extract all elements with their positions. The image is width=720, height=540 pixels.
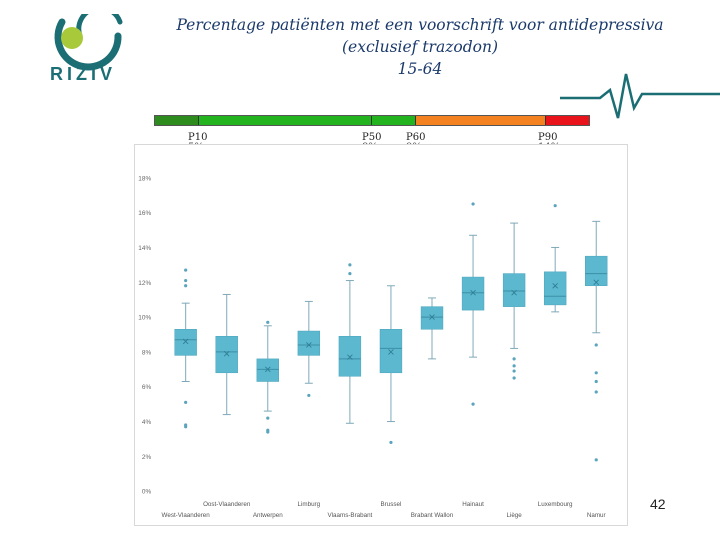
outlier-point — [594, 458, 598, 462]
box-iqr — [256, 358, 279, 382]
x-category-label: West-Vlaanderen — [162, 512, 211, 519]
mean-marker — [552, 282, 558, 289]
mean-marker — [429, 314, 435, 320]
mean-marker — [264, 366, 271, 373]
outlier-point — [512, 369, 516, 373]
x-category-label: Hainaut — [462, 501, 484, 508]
outlier-point — [266, 416, 270, 420]
x-category-label: Brussel — [381, 501, 402, 508]
y-tick-label: 18% — [138, 175, 151, 182]
box-iqr — [502, 273, 526, 307]
outlier-point — [471, 402, 475, 406]
outlier-point — [594, 379, 598, 384]
title-line-1: Percentage patiënten met een voorschrift… — [176, 16, 664, 34]
outlier-point — [266, 320, 270, 324]
box-iqr — [297, 330, 321, 356]
page-title: Percentage patiënten met een voorschrift… — [140, 14, 700, 80]
mean-marker — [593, 279, 600, 286]
percentile-marker-label: P50 — [362, 132, 382, 143]
outlier-point — [307, 393, 311, 398]
percentile-marker-label: P90 — [538, 132, 558, 143]
outlier-point — [348, 263, 352, 267]
percentile-segment — [415, 116, 546, 125]
y-tick-label: 2% — [142, 454, 152, 461]
x-category-label: Namur — [587, 512, 606, 519]
outlier-point — [266, 430, 270, 434]
y-tick-label: 10% — [138, 315, 151, 322]
title-line-3: 15-64 — [397, 60, 443, 78]
y-tick-label: 8% — [142, 349, 152, 356]
outlier-point — [512, 364, 516, 368]
box-iqr — [543, 271, 567, 306]
outlier-point — [512, 376, 516, 380]
mean-marker — [347, 354, 353, 360]
y-tick-label: 4% — [142, 419, 152, 426]
outlier-point — [184, 400, 188, 404]
box-iqr — [585, 255, 608, 287]
outlier-point — [184, 425, 188, 429]
outlier-point — [512, 357, 516, 361]
outlier-point — [553, 204, 557, 208]
outlier-point — [184, 278, 188, 283]
percentile-marker-label: P60 — [406, 132, 426, 143]
slide-number: 42 — [650, 496, 666, 512]
x-category-label: Liège — [506, 512, 522, 519]
percentile-segment — [155, 116, 198, 125]
box-iqr — [379, 329, 403, 374]
outlier-point — [594, 343, 598, 347]
mean-marker — [182, 338, 189, 345]
x-category-label: Vlaams-Brabant — [327, 512, 372, 519]
mean-marker — [511, 289, 517, 296]
x-category-label: Limburg — [298, 501, 321, 508]
riziv-logo — [54, 14, 123, 71]
outlier-point — [184, 284, 188, 288]
percentile-segment — [198, 116, 372, 125]
box-iqr — [215, 335, 238, 374]
x-category-label: Antwerpen — [253, 512, 283, 519]
box-iqr — [338, 335, 362, 377]
percentile-segment — [371, 116, 416, 125]
percentile-segment — [545, 116, 590, 125]
mean-marker — [388, 349, 394, 355]
y-tick-label: 12% — [138, 280, 151, 287]
x-category-label: Oost-Vlaanderen — [203, 501, 251, 508]
y-tick-label: 6% — [142, 384, 152, 391]
outlier-point — [348, 271, 352, 276]
percentile-bar — [154, 115, 590, 126]
box-iqr — [174, 329, 197, 356]
outlier-point — [594, 371, 598, 375]
y-tick-label: 14% — [138, 245, 151, 252]
mean-marker — [306, 342, 312, 348]
boxplot-chart: 0% 2% 4% 6% 8% 10% 12% 14% 16% 18% West-Vlaanderen… — [134, 144, 628, 526]
box-iqr — [461, 276, 485, 311]
y-tick-label: 0% — [142, 489, 152, 496]
pulse-line-icon — [560, 73, 720, 119]
y-tick-label: 16% — [138, 210, 151, 217]
mean-marker — [223, 350, 230, 357]
outlier-point — [594, 390, 598, 394]
x-category-label: Brabant Wallon — [411, 512, 454, 519]
outlier-point — [184, 268, 188, 272]
logo-text: RIZIV — [50, 64, 117, 84]
title-line-2: (exclusief trazodon) — [342, 38, 498, 56]
box-iqr — [420, 306, 444, 330]
outlier-point — [389, 440, 393, 445]
percentile-marker-label: P10 — [188, 132, 208, 143]
mean-marker — [470, 289, 476, 296]
x-category-label: Luxembourg — [538, 501, 573, 508]
outlier-point — [471, 202, 475, 206]
